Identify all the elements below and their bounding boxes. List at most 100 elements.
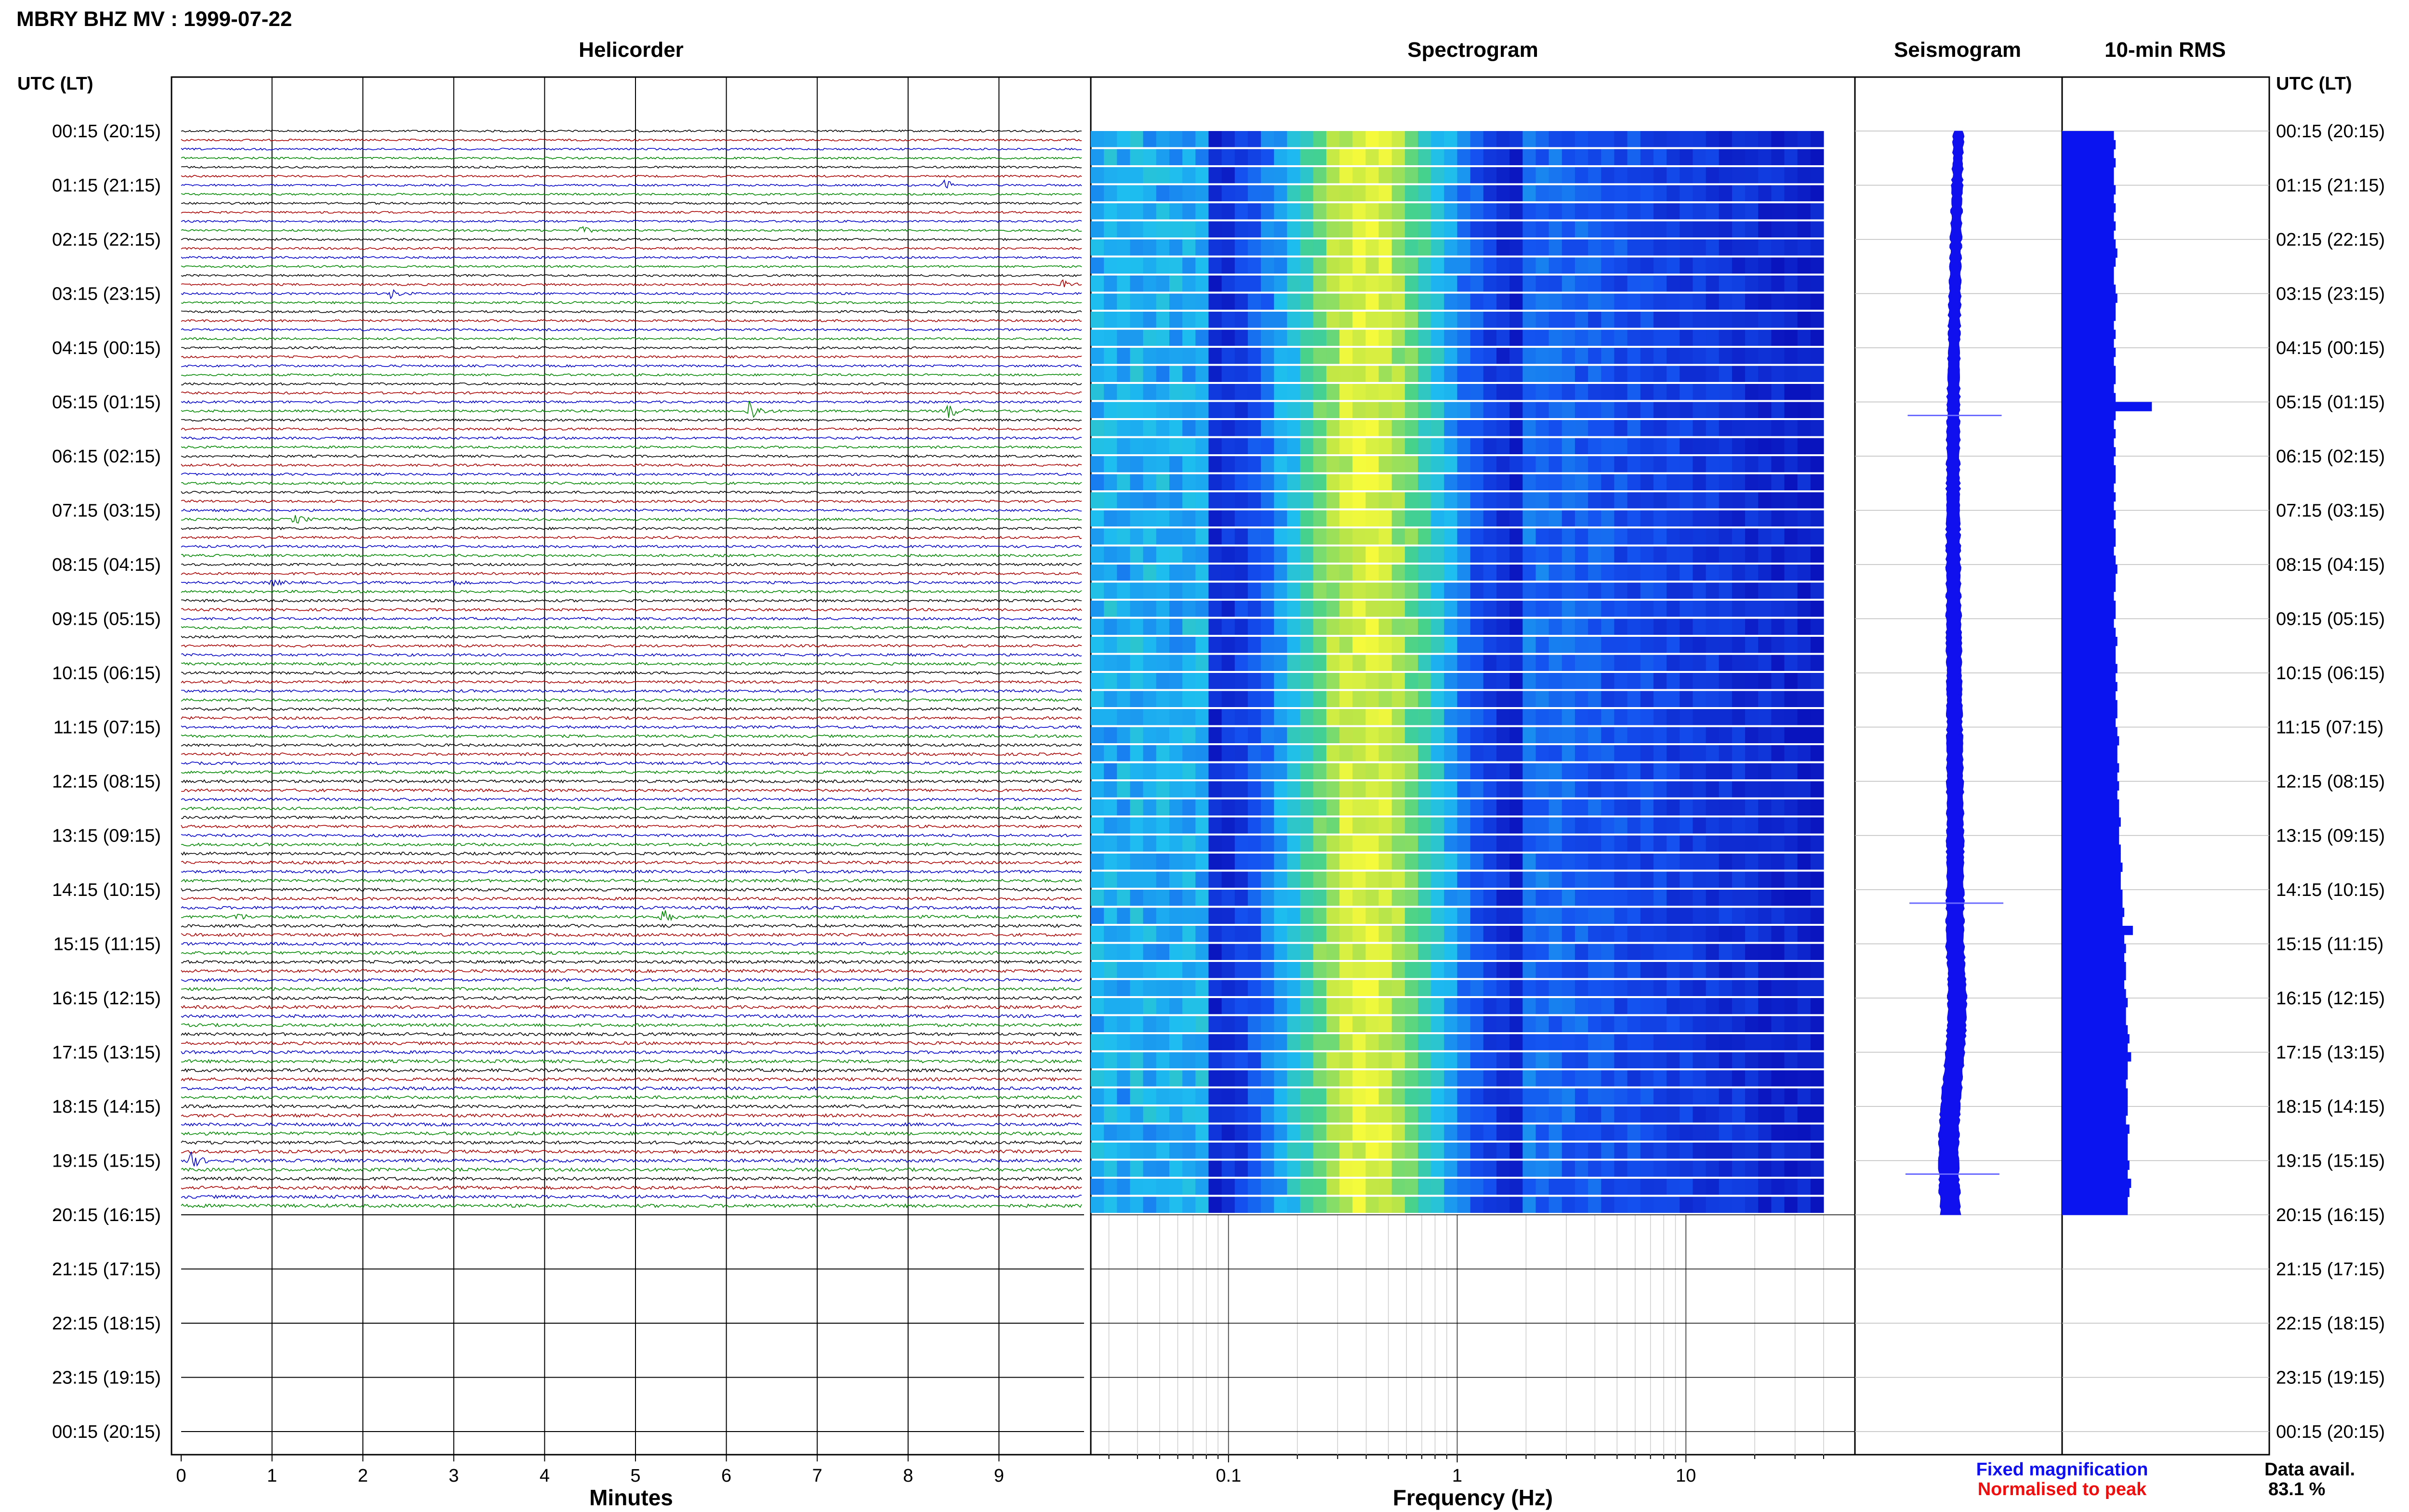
spectrogram-cell	[1483, 420, 1497, 436]
spectrogram-cell	[1352, 510, 1366, 526]
spectrogram-cell	[1261, 149, 1274, 165]
spectrogram-cell	[1745, 980, 1759, 996]
spectrogram-cell	[1588, 1088, 1602, 1104]
spectrogram-cell	[1169, 1016, 1183, 1032]
spectrogram-cell	[1784, 1034, 1798, 1051]
helicorder-trace	[181, 165, 1082, 169]
spectrogram-cell	[1352, 962, 1366, 978]
spectrogram-cell	[1261, 944, 1274, 960]
spectrogram-cell	[1680, 312, 1693, 328]
spectrogram-cell	[1208, 980, 1222, 996]
helicorder-trace	[181, 644, 1082, 648]
spectrogram-cell	[1182, 926, 1196, 942]
spectrogram-cell	[1091, 167, 1104, 184]
spectrogram-cell	[1221, 546, 1235, 563]
spectrogram-cell	[1339, 727, 1353, 743]
spectrogram-cell	[1667, 618, 1680, 635]
spectrogram-cell	[1169, 871, 1183, 888]
spectrogram-cell	[1404, 618, 1418, 635]
rms-bar	[2062, 1007, 2126, 1017]
spectrogram-cell	[1234, 131, 1248, 147]
spectrogram-cell	[1588, 149, 1602, 165]
spectrogram-cell	[1313, 926, 1327, 942]
spectrogram-cell	[1339, 1160, 1353, 1177]
spectrogram-cell	[1522, 348, 1536, 364]
spectrogram-cell	[1509, 1016, 1523, 1032]
spectrogram-cell	[1143, 781, 1157, 798]
spectrogram-cell	[1810, 907, 1824, 924]
spectrogram-cell	[1483, 149, 1497, 165]
spectrogram-cell	[1143, 528, 1157, 545]
spectrogram-cell	[1117, 1160, 1131, 1177]
helicorder-trace	[181, 436, 1082, 440]
spectrogram-cell	[1104, 1179, 1117, 1195]
spectrogram-cell	[1680, 944, 1693, 960]
spectrogram-cell	[1758, 1196, 1772, 1213]
spectrogram-cell	[1706, 203, 1720, 220]
spectrogram-cell	[1274, 384, 1288, 400]
spectrogram-cell	[1549, 998, 1562, 1014]
spectrogram-cell	[1431, 348, 1444, 364]
spectrogram-cell	[1509, 799, 1523, 815]
spectrogram-cell	[1104, 944, 1117, 960]
spectrogram-cell	[1143, 149, 1157, 165]
rms-bar	[2062, 989, 2126, 999]
spectrogram-cell	[1143, 637, 1157, 653]
spectrogram-cell	[1680, 257, 1693, 274]
rms-bar	[2062, 465, 2116, 475]
spectrogram-cell	[1287, 727, 1301, 743]
spectrogram-cell	[1156, 1070, 1170, 1087]
spectrogram-cell	[1326, 257, 1340, 274]
spectrogram-cell	[1274, 763, 1288, 779]
spectrogram-cell	[1483, 655, 1497, 671]
spectrogram-cell	[1352, 257, 1366, 274]
spectrogram-cell	[1365, 1196, 1379, 1213]
spectrogram-cell	[1535, 257, 1549, 274]
helicorder-x-tick-label: 1	[267, 1466, 277, 1486]
spectrogram-cell	[1313, 907, 1327, 924]
spectrogram-cell	[1418, 799, 1431, 815]
spectrogram-cell	[1483, 582, 1497, 599]
helicorder-x-tick-label: 3	[449, 1466, 459, 1486]
spectrogram-cell	[1784, 420, 1798, 436]
spectrogram-cell	[1483, 384, 1497, 400]
spectrogram-cell	[1234, 727, 1248, 743]
spectrogram-cell	[1169, 420, 1183, 436]
spectrogram-cell	[1117, 438, 1131, 454]
spectrogram-cell	[1549, 890, 1562, 906]
spectrogram-cell	[1575, 926, 1588, 942]
spectrogram-cell	[1680, 926, 1693, 942]
spectrogram-cell	[1221, 1052, 1235, 1068]
spectrogram-cell	[1352, 673, 1366, 689]
spectrogram-cell	[1640, 185, 1654, 201]
spectrogram-cell	[1391, 185, 1405, 201]
rms-bar	[2062, 411, 2116, 421]
spectrogram-cell	[1457, 727, 1471, 743]
spectrogram-cell	[1496, 835, 1510, 852]
spectrogram-cell	[1234, 673, 1248, 689]
spectrogram-cell	[1522, 1196, 1536, 1213]
spectrogram-cell	[1444, 890, 1458, 906]
spectrogram-cell	[1627, 763, 1641, 779]
spectrogram-cell	[1352, 709, 1366, 725]
spectrogram-cell	[1719, 854, 1733, 870]
spectrogram-cell	[1483, 1143, 1497, 1159]
spectrogram-cell	[1745, 1034, 1759, 1051]
spectrogram-cell	[1483, 637, 1497, 653]
spectrogram-cell	[1247, 1124, 1261, 1141]
spectrogram-cell	[1221, 962, 1235, 978]
spectrogram-cell	[1444, 546, 1458, 563]
spectrogram-cell	[1575, 673, 1588, 689]
spectrogram-cell	[1457, 1196, 1471, 1213]
spectrogram-cell	[1247, 980, 1261, 996]
spectrogram-cell	[1247, 1034, 1261, 1051]
spectrogram-cell	[1391, 655, 1405, 671]
spectrogram-cell	[1247, 1160, 1261, 1177]
spectrogram-cell	[1588, 854, 1602, 870]
spectrogram-cell	[1234, 907, 1248, 924]
spectrogram-cell	[1680, 366, 1693, 382]
spectrogram-cell	[1680, 637, 1693, 653]
spectrogram-cell	[1274, 854, 1288, 870]
spectrogram-cell	[1208, 565, 1222, 581]
spectrogram-cell	[1601, 637, 1615, 653]
